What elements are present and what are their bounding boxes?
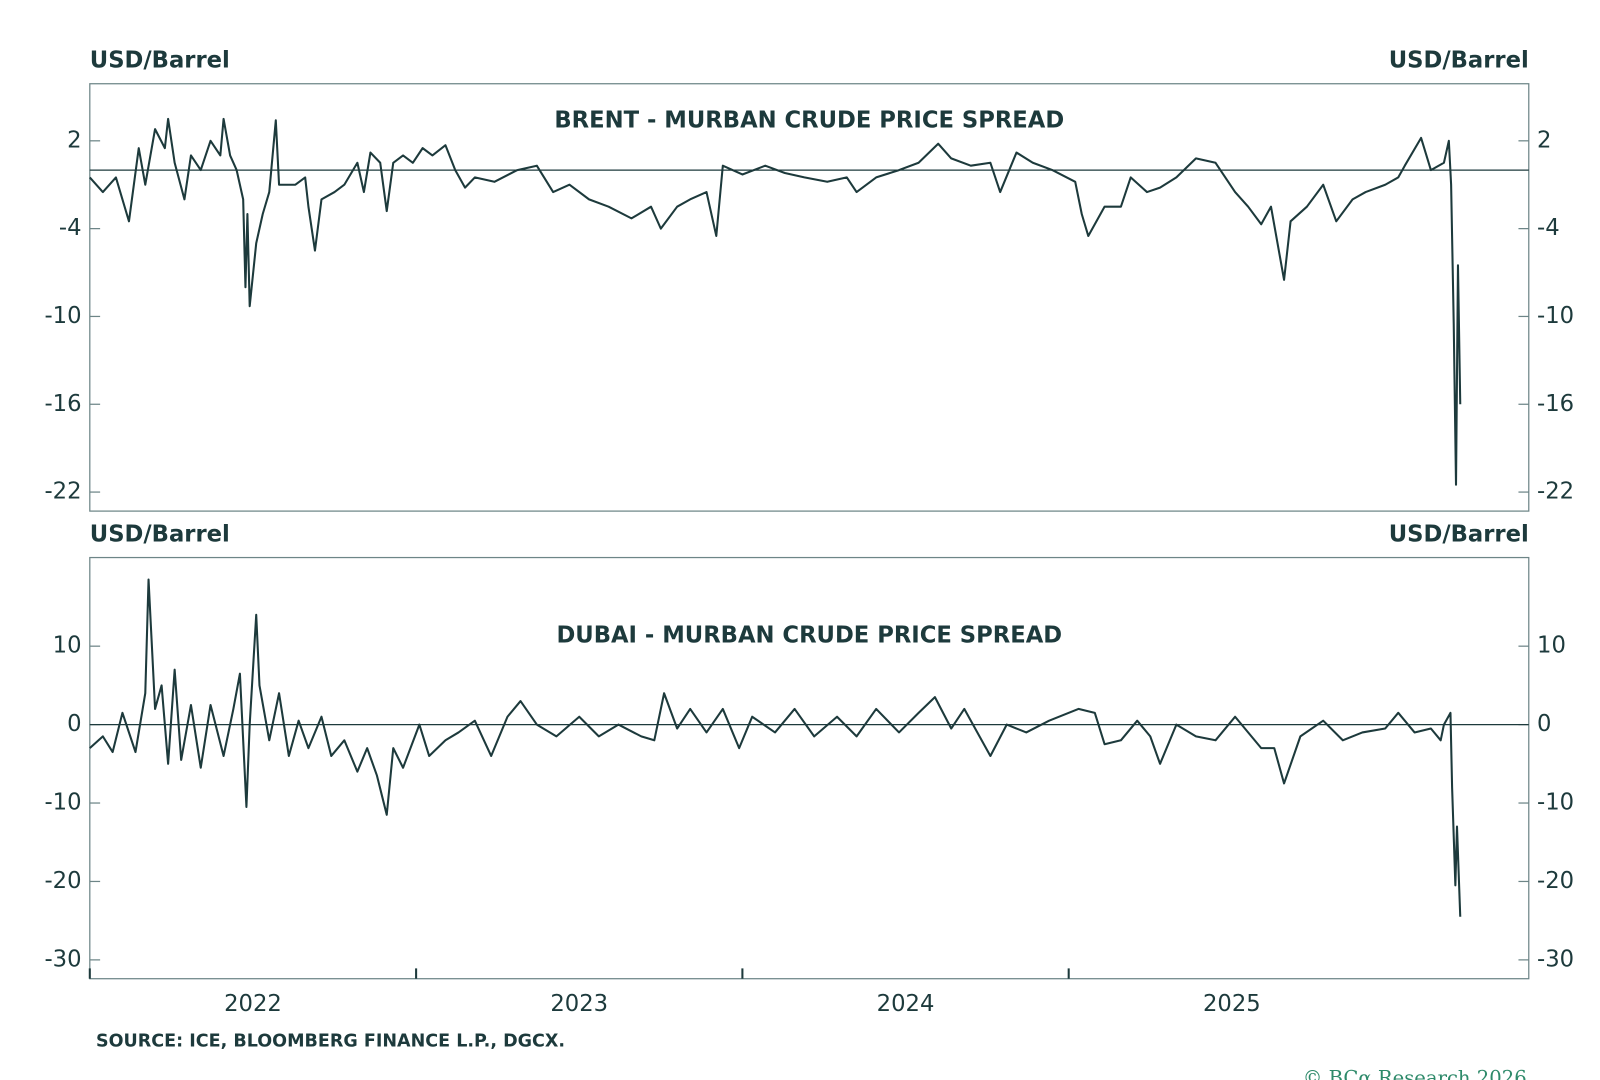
plot-frame — [89, 556, 1530, 980]
y2-tick-label: -16 — [1537, 391, 1574, 417]
y2-tick-label: -10 — [1537, 790, 1574, 816]
y-axis-label: USD/Barrel — [90, 521, 230, 547]
y-tick-label: 10 — [53, 633, 82, 659]
x-tick-label: 2025 — [1203, 991, 1261, 1017]
y2-tick-label: 10 — [1537, 633, 1566, 659]
x-tick-label: 2022 — [224, 991, 282, 1017]
source-note: SOURCE: ICE, BLOOMBERG FINANCE L.P., DGC… — [96, 1032, 565, 1052]
spread-line — [89, 578, 1462, 917]
y2-axis-label: USD/Barrel — [1389, 48, 1529, 74]
y2-tick-label: -30 — [1537, 946, 1574, 972]
y-tick-label: -22 — [44, 479, 81, 505]
x-tick-label: 2023 — [550, 991, 608, 1017]
credit: © BCα Research 2026 — [1303, 1066, 1527, 1080]
y-axis-label: USD/Barrel — [90, 48, 230, 74]
y-tick-label: -10 — [44, 303, 81, 329]
y2-tick-label: -20 — [1537, 868, 1574, 894]
y-tick-label: 0 — [67, 711, 81, 737]
panel-title: DUBAI - MURBAN CRUDE PRICE SPREAD — [556, 623, 1062, 649]
y-tick-label: -16 — [44, 391, 81, 417]
spread-line — [89, 117, 1462, 486]
x-tick-label: 2024 — [877, 991, 935, 1017]
y2-tick-label: -22 — [1537, 479, 1574, 505]
y2-tick-label: 2 — [1537, 127, 1551, 153]
y-tick-label: 2 — [67, 127, 81, 153]
y2-tick-label: 0 — [1537, 711, 1551, 737]
y2-tick-label: -10 — [1537, 303, 1574, 329]
y-tick-label: -4 — [59, 215, 82, 241]
panel-title: BRENT - MURBAN CRUDE PRICE SPREAD — [554, 107, 1064, 133]
y-tick-label: -30 — [44, 946, 81, 972]
y-tick-label: -10 — [44, 790, 81, 816]
y2-tick-label: -4 — [1537, 215, 1560, 241]
y-tick-label: -20 — [44, 868, 81, 894]
y2-axis-label: USD/Barrel — [1389, 521, 1529, 547]
plot-frame — [89, 83, 1530, 512]
